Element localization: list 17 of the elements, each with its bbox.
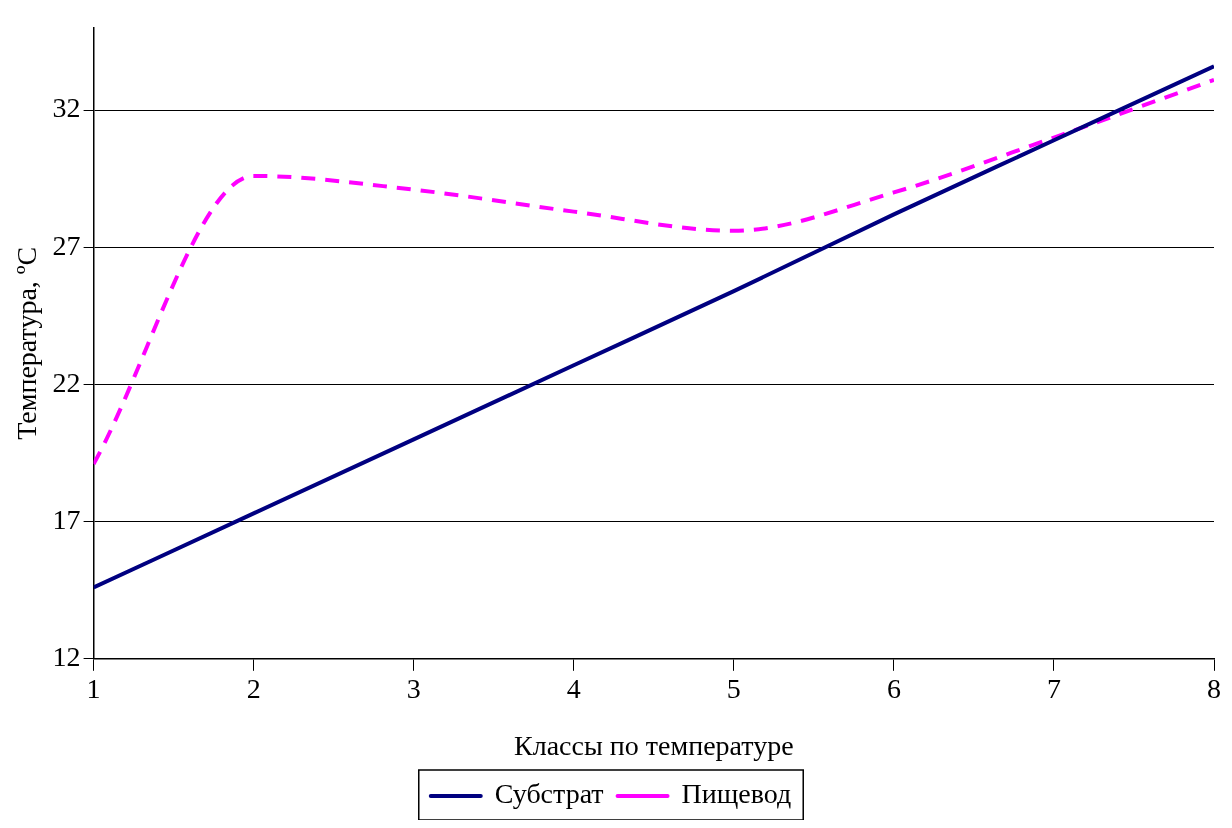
legend-label: Субстрат [494, 778, 604, 810]
y-tick-label: 12 [52, 641, 81, 673]
y-tick-label: 32 [52, 92, 81, 124]
x-tick-label: 6 [886, 672, 901, 704]
legend-label: Пищевод [681, 778, 792, 810]
x-tick-label: 8 [1207, 672, 1221, 704]
x-tick-label: 1 [86, 672, 101, 704]
x-tick-label: 5 [726, 672, 741, 704]
x-tick-label: 7 [1046, 672, 1061, 704]
y-tick-label: 27 [52, 229, 81, 261]
x-tick-label: 4 [566, 672, 581, 704]
y-axis-title: Температура, ºC [11, 246, 43, 440]
y-tick-label: 22 [52, 366, 81, 398]
x-tick-label: 2 [246, 672, 261, 704]
x-axis-title: Классы по температуре [514, 729, 794, 761]
x-tick-label: 3 [406, 672, 421, 704]
y-tick-label: 17 [52, 503, 81, 535]
